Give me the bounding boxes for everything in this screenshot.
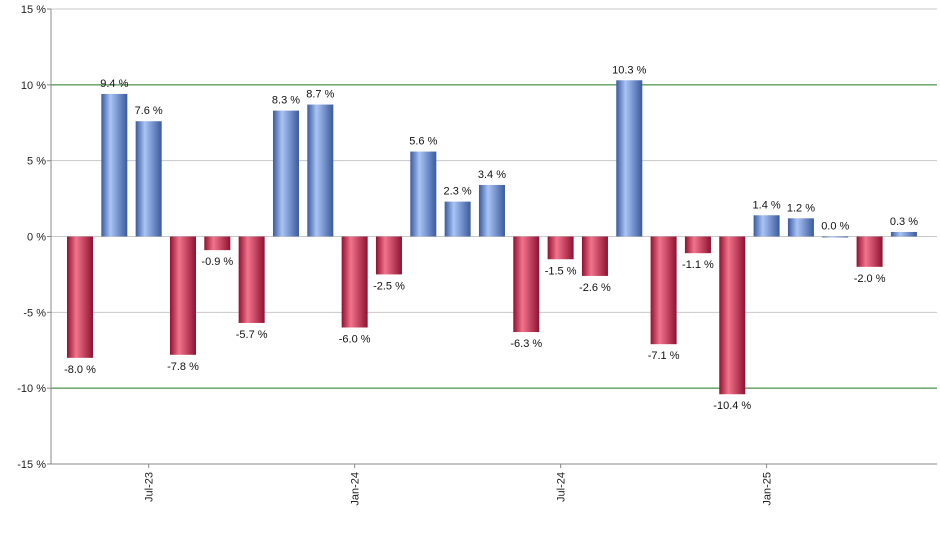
bar-value-label: 8.7 %	[306, 89, 334, 101]
y-tick-label: -5 %	[23, 307, 46, 319]
bar	[444, 201, 471, 237]
bar	[513, 236, 540, 333]
bar-value-label: -6.0 %	[339, 334, 371, 346]
y-tick-label: 15 %	[21, 4, 46, 16]
x-tick-label: Jan-25	[762, 472, 774, 506]
bar-value-label: -7.8 %	[167, 361, 199, 373]
bar	[478, 184, 505, 237]
value-labels: -8.0 % 9.4 % 7.6 % -7.8 % -0.9 % -5.7 % 8.3 % 8…	[64, 64, 918, 412]
bar-value-label: 10.3 %	[612, 64, 646, 76]
y-tick-label: 10 %	[21, 80, 46, 92]
bar	[616, 80, 643, 237]
bar-value-label: -1.5 %	[545, 265, 577, 277]
y-tick-label: 0 %	[27, 232, 46, 244]
bar	[238, 236, 265, 323]
y-tick-label: -15 %	[17, 459, 46, 471]
bar	[581, 236, 608, 276]
bar-value-label: 1.2 %	[787, 202, 815, 214]
bar	[375, 236, 402, 275]
bar-value-label: 2.3 %	[444, 186, 472, 198]
bar-value-label: -1.1 %	[682, 259, 714, 271]
bar-value-label: -2.5 %	[373, 280, 405, 292]
x-tick-label: Jan-24	[350, 472, 362, 506]
bar-value-label: -2.0 %	[854, 273, 886, 285]
bar	[307, 104, 334, 237]
bar	[753, 215, 780, 237]
x-tick-label: Jul-24	[556, 472, 568, 502]
y-tick-label: 5 %	[27, 156, 46, 168]
bar-value-label: 0.0 %	[821, 221, 849, 233]
bar	[101, 93, 128, 237]
bar	[822, 236, 849, 238]
bar-value-label: -10.4 %	[713, 400, 751, 412]
bar-value-label: 8.3 %	[272, 95, 300, 107]
bar	[341, 236, 368, 328]
bar	[547, 236, 574, 260]
bar-value-label: -6.3 %	[510, 338, 542, 350]
bars	[67, 80, 917, 395]
bar	[204, 236, 231, 251]
x-tick-label: Jul-23	[144, 472, 156, 502]
bar	[135, 121, 162, 237]
bar-value-label: -0.9 %	[201, 256, 233, 268]
bar	[787, 218, 814, 237]
bar	[684, 236, 711, 254]
bar-value-label: 9.4 %	[100, 78, 128, 90]
bar	[890, 231, 917, 237]
bar-value-label: 3.4 %	[478, 169, 506, 181]
bar	[856, 236, 883, 267]
bar-value-label: -2.6 %	[579, 282, 611, 294]
bar	[67, 236, 93, 358]
axes: 15 % 10 % 5 % 0 % -5 % -10 % -15 % Jul-23 Jan-24…	[17, 4, 937, 506]
bar-value-label: -8.0 %	[64, 364, 96, 376]
bar-value-label: -7.1 %	[648, 350, 680, 362]
bar-value-label: 7.6 %	[135, 105, 163, 117]
bar	[169, 236, 196, 355]
bar-value-label: 5.6 %	[409, 136, 437, 148]
bar	[650, 236, 677, 345]
bar-value-label: 1.4 %	[753, 199, 781, 211]
bar	[719, 236, 746, 395]
y-tick-label: -10 %	[17, 383, 46, 395]
bar-value-label: 0.3 %	[890, 216, 918, 228]
bar	[272, 110, 299, 237]
bar-value-label: -5.7 %	[236, 329, 268, 341]
bar	[410, 151, 437, 237]
